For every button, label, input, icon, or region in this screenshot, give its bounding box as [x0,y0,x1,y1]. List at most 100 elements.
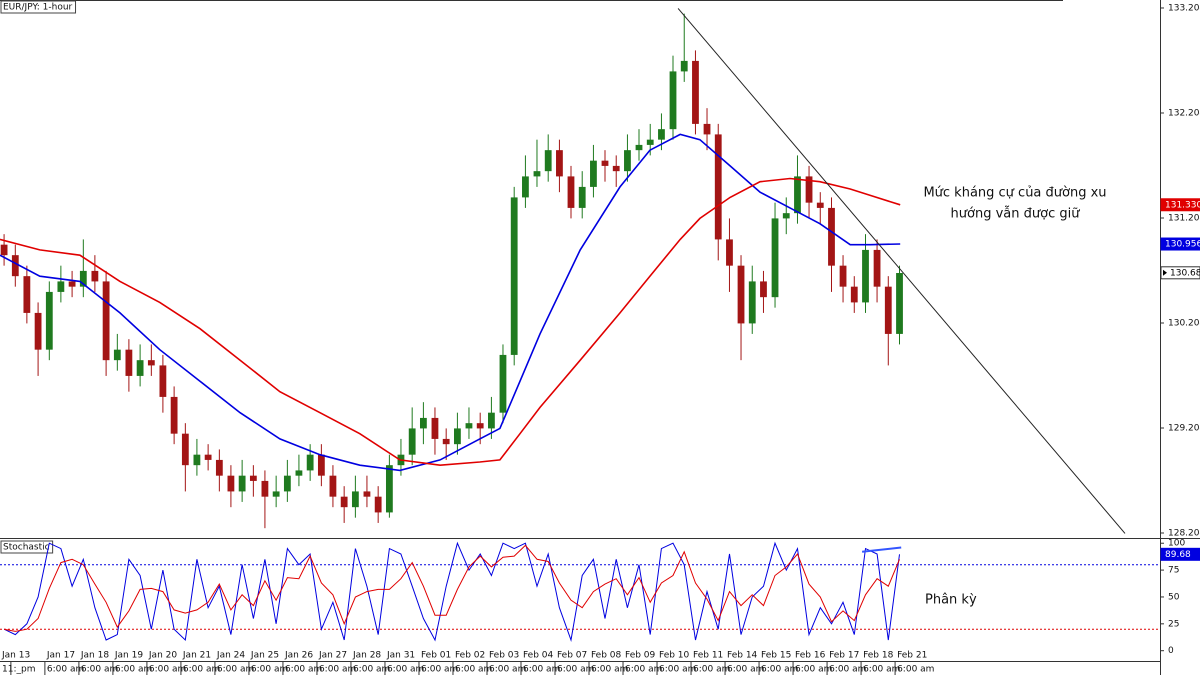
candle-body [692,60,699,124]
x-tick-sublabel: 6:00 am [863,665,900,675]
candle-body [714,134,722,240]
candle-body [680,60,688,72]
x-tick-sublabel: 6:00 am [47,665,84,675]
x-tick-label: Jan 26 [284,651,313,661]
x-tick-sublabel: 6:00 am [795,665,832,675]
candle-body [249,475,257,481]
x-tick-label: Jan 21 [182,651,211,661]
x-tick-sublabel: 6:00 am [591,665,628,675]
candle-body [442,438,450,445]
candle-body [170,396,178,434]
price-label-box [1160,266,1200,280]
x-tick-sublabel: 6:00 am [81,665,118,675]
candle-body [771,218,779,298]
x-tick-label: Jan 13 [1,651,30,661]
candle-body [215,459,223,476]
x-tick-label: Jan 25 [250,651,279,661]
candles [0,13,903,529]
candle-body [590,160,597,187]
panel-title: Stochastic [3,543,50,553]
candle-body [884,286,892,334]
x-tick-label: Feb 03 [489,651,519,661]
candle-body [68,281,76,287]
x-tick-sublabel: 6:00 am [217,665,254,675]
x-tick-label: Jan 20 [148,651,177,661]
x-tick-sublabel: 6:00 am [659,665,696,675]
candle-body [601,160,609,166]
x-tick-sublabel: 6:00 am [183,665,220,675]
x-tick-label: Jan 27 [318,651,347,661]
candle-body [522,176,529,198]
candle-body [340,496,348,508]
x-tick-sublabel: 6:00 am [115,665,152,675]
price-label: 130.682 [1170,268,1200,278]
trendline [677,8,1126,534]
candle-body [850,286,858,303]
candle-body [703,123,711,135]
y-tick-label: 0 [1168,646,1174,656]
candle-body [91,270,99,282]
candle-body [159,365,167,397]
candle-body [363,491,371,497]
y-tick-label: 133.204 [1168,3,1200,13]
x-tick-sublabel: 6:00 am [761,665,798,675]
candle-body [147,360,155,366]
candle-body [283,475,291,492]
candle-body [272,491,280,497]
candle-body [612,165,620,172]
candle-body [11,255,19,277]
y-tick-label: 75 [1168,566,1179,576]
candle-body [862,249,869,303]
stochastic-line [3,541,900,642]
y-tick-label: 132.204 [1168,108,1200,118]
candle-body [578,186,586,208]
candle-body [782,213,790,219]
candle-body [760,281,767,298]
x-tick-label: Feb 21 [897,651,927,661]
candle-body [374,496,382,513]
x-tick-label: Feb 08 [591,651,622,661]
candle-body [635,144,643,151]
candle-body [544,150,552,172]
candle-body [204,454,212,460]
title-box [0,0,77,14]
stochastic-line [4,544,900,632]
moving-average [0,133,901,472]
candle-body [658,129,665,140]
x-tick-sublabel: 6:00 am [897,665,934,675]
panel-title: EUR/JPY: 1-hour [3,3,73,13]
price-pointer [1163,269,1167,276]
y-tick-label: 25 [1168,619,1179,629]
candle-body [748,281,756,324]
candle-body [102,281,110,361]
candle-body [227,475,235,492]
candle-body [465,423,473,429]
candle-body [408,428,416,455]
price-label-box [1160,237,1200,251]
candle-body [624,150,631,172]
x-tick-label: Feb 02 [455,651,485,661]
candle-body [828,207,835,266]
x-tick-sublabel: 6:00 am [387,665,424,675]
annotation: Mức kháng cự của đường xu [923,186,1106,201]
candle-body [873,249,881,287]
y-tick-label: 100 [1168,539,1185,549]
price-label-box [1160,198,1200,212]
x-tick-sublabel: 6:00 am [489,665,526,675]
x-tick-label: Feb 18 [863,651,894,661]
candle-body [385,465,393,513]
candle-body [0,244,8,256]
x-tick-label: Feb 09 [625,651,656,661]
price-label: 89.68 [1165,550,1191,560]
candle-body [329,475,337,497]
price-label: 131.330 [1165,200,1200,210]
x-tick-sublabel: 6:00 am [557,665,594,675]
candle-body [181,433,189,466]
candle-body [794,176,801,214]
x-tick-label: Feb 16 [795,651,826,661]
y-tick-label: 128.204 [1168,529,1200,539]
y-tick-label: 131.204 [1168,213,1200,223]
moving-average [0,177,901,467]
price-label: 130.956 [1165,240,1200,250]
